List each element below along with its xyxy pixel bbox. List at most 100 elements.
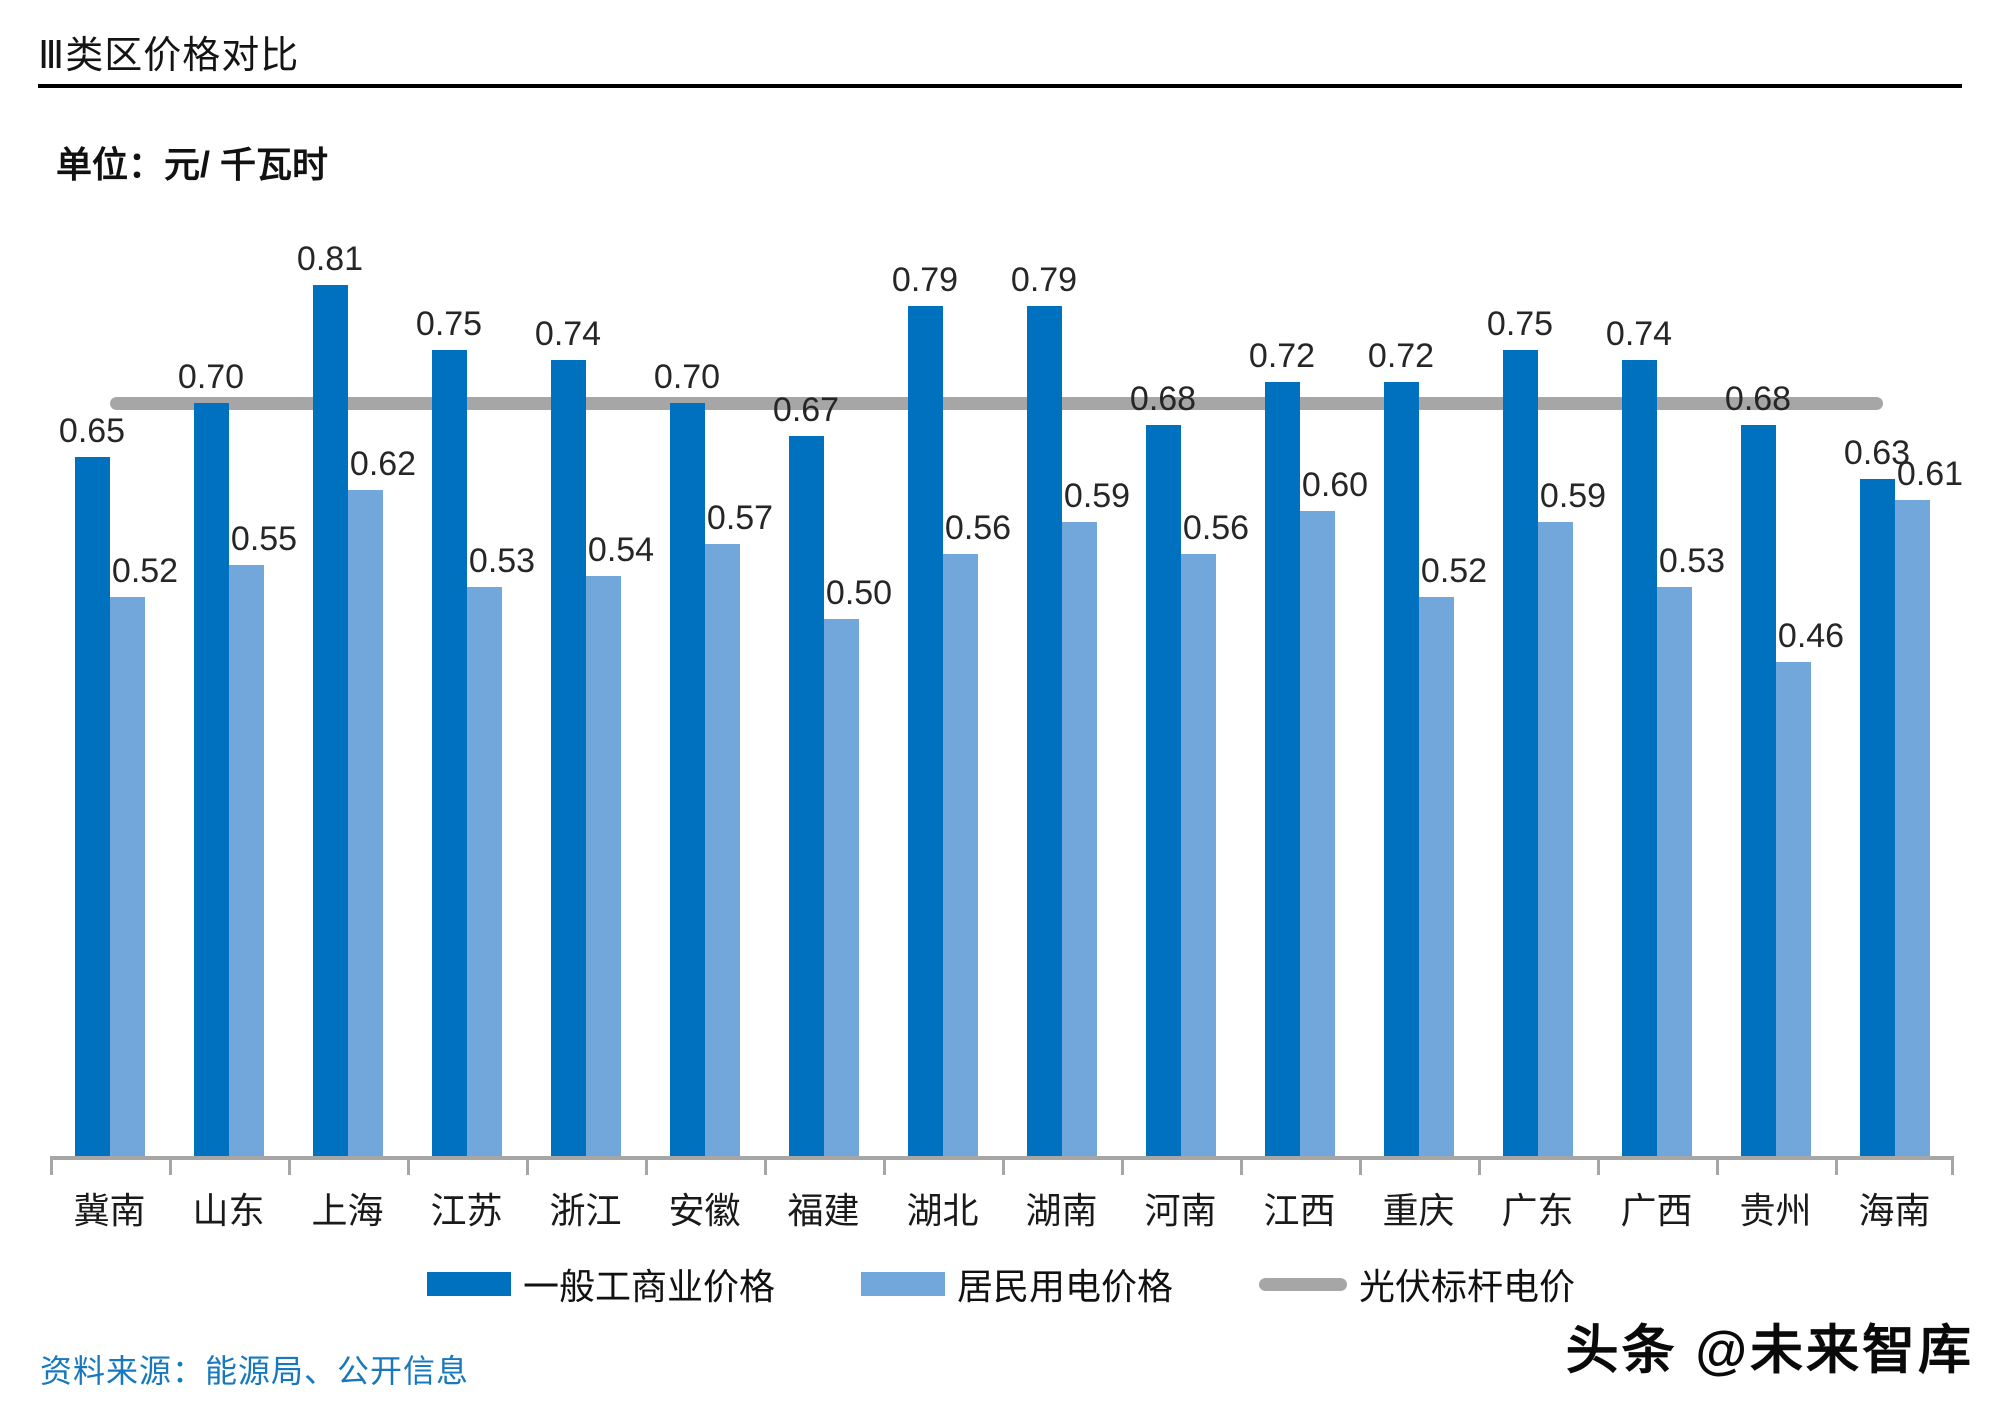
bar-居民用电价格-浙江: [585, 575, 621, 1158]
bar-居民用电价格-江苏: [466, 586, 502, 1158]
legend-swatch-dark-blue: [426, 1272, 511, 1296]
x-axis-tick: [526, 1158, 529, 1175]
x-axis-tick: [1121, 1158, 1124, 1175]
x-axis-label-福建: 福建: [787, 1190, 860, 1231]
legend-label: 光伏标杆电价: [1359, 1266, 1576, 1307]
bar-value-label-贵州-一般工商业价格: 0.68: [1724, 380, 1792, 418]
bar-value-label-福建-一般工商业价格: 0.67: [772, 390, 840, 429]
bar-value-label-湖北-居民用电价格: 0.56: [944, 509, 1012, 548]
bar-居民用电价格-广西: [1656, 586, 1692, 1158]
x-axis-label-广西: 广西: [1620, 1190, 1693, 1231]
bar-居民用电价格-海南: [1894, 500, 1930, 1158]
legend-item-residential-price: 居民用电价格: [860, 1258, 1173, 1310]
bar-value-label-上海-居民用电价格: 0.62: [349, 444, 417, 483]
legend-item-pv-benchmark-price: 光伏标杆电价: [1259, 1258, 1575, 1310]
bar-value-label-江苏-居民用电价格: 0.53: [468, 541, 536, 580]
x-axis-label-江西: 江西: [1263, 1190, 1336, 1231]
x-axis-tick: [1716, 1158, 1719, 1175]
x-axis-tick: [1597, 1158, 1600, 1175]
x-axis-label-安徽: 安徽: [668, 1190, 741, 1231]
bar-一般工商业价格-湖北: [907, 306, 943, 1158]
bar-一般工商业价格-重庆: [1383, 381, 1419, 1158]
x-axis-label-上海: 上海: [311, 1190, 384, 1231]
legend-label: 居民用电价格: [956, 1266, 1173, 1307]
bar-value-label-山东-居民用电价格: 0.55: [230, 520, 298, 559]
legend: 一般工商业价格 居民用电价格 光伏标杆电价: [0, 1258, 2002, 1310]
unit-label: 单位：元/ 千瓦时: [56, 144, 329, 185]
bar-一般工商业价格-广西: [1621, 360, 1657, 1158]
bar-value-label-安徽-一般工商业价格: 0.70: [653, 358, 721, 397]
bar-value-label-广西-居民用电价格: 0.53: [1658, 541, 1726, 580]
bar-value-label-河南-居民用电价格: 0.56: [1182, 509, 1250, 548]
x-axis-tick: [1478, 1158, 1481, 1175]
x-axis-tick: [1240, 1158, 1243, 1175]
x-axis-tick: [1002, 1158, 1005, 1175]
watermark: 头条 @未来智库: [1565, 1321, 1974, 1380]
x-axis-tick: [645, 1158, 648, 1175]
bar-value-label-重庆-一般工商业价格: 0.72: [1367, 336, 1435, 375]
bar-value-label-福建-居民用电价格: 0.50: [825, 574, 893, 612]
bar-value-label-河南-一般工商业价格: 0.68: [1129, 380, 1197, 418]
bar-value-label-广东-一般工商业价格: 0.75: [1486, 304, 1554, 343]
bar-value-label-安徽-居民用电价格: 0.57: [706, 498, 774, 537]
bar-一般工商业价格-福建: [788, 435, 824, 1158]
x-axis-label-山东: 山东: [192, 1190, 265, 1231]
bar-一般工商业价格-冀南: [74, 457, 110, 1158]
bar-居民用电价格-湖南: [1061, 522, 1097, 1158]
bar-居民用电价格-冀南: [109, 597, 145, 1158]
bar-一般工商业价格-浙江: [550, 360, 586, 1158]
source-note: 资料来源：能源局、公开信息: [40, 1353, 470, 1389]
legend-item-general-commercial-price: 一般工商业价格: [426, 1258, 775, 1310]
x-axis-label-河南: 河南: [1144, 1190, 1217, 1231]
bar-value-label-浙江-居民用电价格: 0.54: [587, 530, 655, 569]
x-axis-tick: [288, 1158, 291, 1175]
bar-一般工商业价格-海南: [1859, 478, 1895, 1158]
bar-value-label-重庆-居民用电价格: 0.52: [1420, 552, 1488, 591]
x-axis-label-湖北: 湖北: [906, 1190, 979, 1231]
bar-居民用电价格-福建: [823, 619, 859, 1158]
bar-居民用电价格-上海: [347, 489, 383, 1158]
title-divider: [38, 84, 1962, 88]
bar-value-label-广西-一般工商业价格: 0.74: [1605, 315, 1673, 354]
bar-一般工商业价格-山东: [193, 403, 229, 1158]
bar-value-label-海南-一般工商业价格: 0.63: [1843, 433, 1911, 472]
plot-area: 0.65 0.52 0.70 0.55 0.81 0.62 0.75 0.53 0.74 0.54…: [50, 160, 1963, 1175]
bar-value-label-江西-一般工商业价格: 0.72: [1248, 336, 1316, 375]
x-axis-line: [50, 1156, 1954, 1160]
bar-value-label-上海-一般工商业价格: 0.81: [296, 239, 364, 278]
x-axis-tick: [883, 1158, 886, 1175]
x-axis-tick: [1359, 1158, 1362, 1175]
x-axis-label-浙江: 浙江: [549, 1190, 622, 1231]
x-axis-tick: [1835, 1158, 1838, 1175]
chart-title: Ⅲ类区价格对比: [38, 35, 300, 77]
bar-居民用电价格-重庆: [1418, 597, 1454, 1158]
x-axis-tick: [169, 1158, 172, 1175]
bar-一般工商业价格-江西: [1264, 381, 1300, 1158]
x-axis-label-冀南: 冀南: [73, 1190, 146, 1231]
bar-一般工商业价格-广东: [1502, 349, 1538, 1158]
bar-value-label-湖南-居民用电价格: 0.59: [1063, 477, 1131, 515]
x-axis-label-广东: 广东: [1501, 1190, 1574, 1231]
bar-value-label-湖南-一般工商业价格: 0.79: [1010, 261, 1078, 300]
bar-居民用电价格-贵州: [1775, 662, 1811, 1158]
bar-value-label-冀南-居民用电价格: 0.52: [111, 552, 179, 591]
legend-swatch-light-blue: [860, 1272, 945, 1296]
x-axis-label-海南: 海南: [1858, 1190, 1931, 1231]
bar-居民用电价格-山东: [228, 565, 264, 1158]
x-axis-label-湖南: 湖南: [1025, 1190, 1098, 1231]
bar-value-label-贵州-居民用电价格: 0.46: [1777, 617, 1845, 656]
bar-居民用电价格-河南: [1180, 554, 1216, 1158]
bar-一般工商业价格-上海: [312, 284, 348, 1158]
bar-居民用电价格-江西: [1299, 511, 1335, 1158]
bar-一般工商业价格-湖南: [1026, 306, 1062, 1158]
x-axis-label-江苏: 江苏: [430, 1190, 503, 1231]
bar-一般工商业价格-安徽: [669, 403, 705, 1158]
bar-value-label-海南-居民用电价格: 0.61: [1896, 455, 1964, 494]
x-axis-label-重庆: 重庆: [1382, 1190, 1455, 1231]
benchmark-line: [109, 396, 1883, 410]
x-axis-label-贵州: 贵州: [1739, 1190, 1812, 1231]
bar-一般工商业价格-河南: [1145, 425, 1181, 1158]
bar-居民用电价格-安徽: [704, 543, 740, 1158]
bar-value-label-浙江-一般工商业价格: 0.74: [534, 315, 602, 354]
